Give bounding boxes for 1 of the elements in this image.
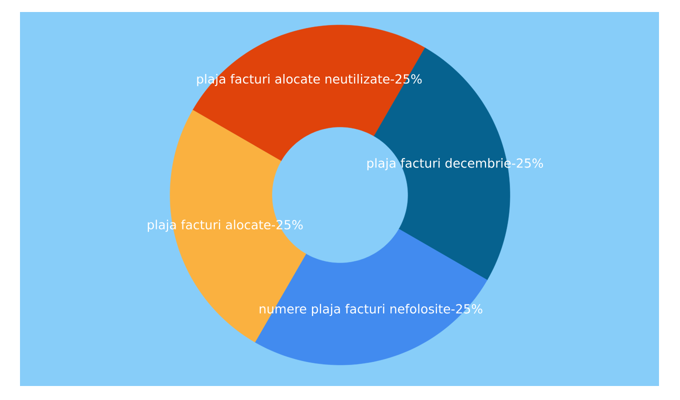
slice-label: plaja facturi decembrie-25%	[367, 158, 543, 170]
